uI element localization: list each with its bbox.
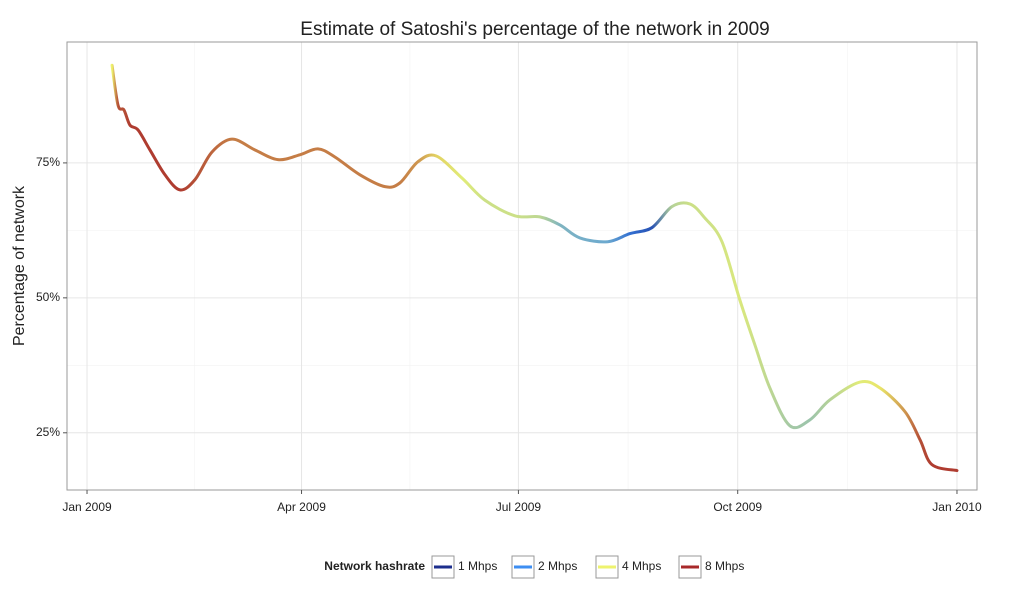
x-tick-label: Apr 2009	[277, 500, 326, 514]
plot-border	[66, 41, 978, 491]
y-tick-label: 25%	[36, 425, 60, 439]
legend-title: Network hashrate	[324, 559, 425, 573]
y-tick-label: 50%	[36, 290, 60, 304]
x-tick-label: Oct 2009	[713, 500, 762, 514]
x-tick-label: Jan 2010	[932, 500, 982, 514]
legend-label: 2 Mhps	[538, 559, 577, 573]
legend-label: 8 Mhps	[705, 559, 744, 573]
data-line	[110, 63, 959, 473]
x-tick-label: Jan 2009	[62, 500, 112, 514]
legend-label: 1 Mhps	[458, 559, 497, 573]
legend-label: 4 Mhps	[622, 559, 661, 573]
chart-title: Estimate of Satoshi's percentage of the …	[300, 19, 769, 40]
y-axis-label: Percentage of network	[11, 185, 28, 346]
y-tick-label: 75%	[36, 155, 60, 169]
x-tick-label: Jul 2009	[496, 500, 542, 514]
